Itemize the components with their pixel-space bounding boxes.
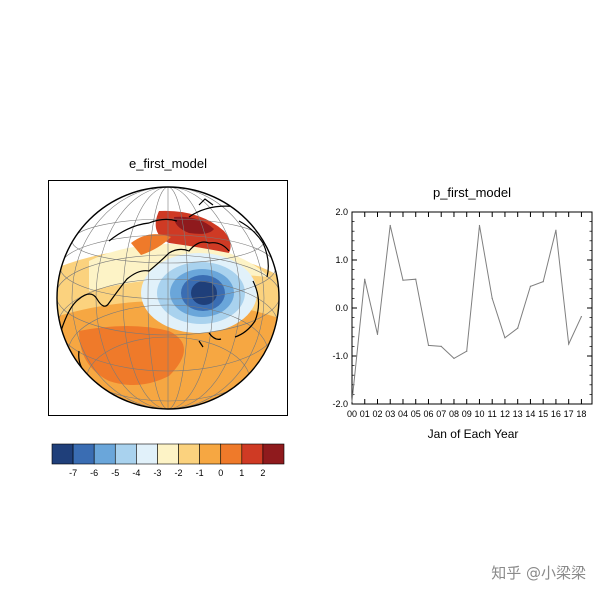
x-tick-label: 01 <box>360 409 370 419</box>
data-point <box>402 279 404 281</box>
colorbar-swatch <box>93 443 116 465</box>
x-tick-label: 05 <box>411 409 421 419</box>
colorbar-swatch <box>178 443 200 465</box>
x-tick-label: 02 <box>372 409 382 419</box>
data-point <box>376 333 379 335</box>
y-tick-label: 1.0 <box>335 255 348 265</box>
colorbar-swatch <box>136 443 158 465</box>
data-point <box>517 327 519 329</box>
colorbar-swatch <box>114 443 137 465</box>
colorbar-swatch <box>262 443 285 465</box>
globe-fill-layer <box>57 187 279 409</box>
map-title: e_first_model <box>128 156 208 171</box>
data-point <box>415 278 417 280</box>
data-point <box>504 337 506 339</box>
x-tick-label: 00 <box>347 409 357 419</box>
data-point <box>466 350 468 352</box>
y-tick-label: 2.0 <box>335 207 348 217</box>
colorbar-swatch <box>199 443 222 465</box>
x-axis-label: Jan of Each Year <box>428 427 519 441</box>
x-tick-label: 13 <box>513 409 523 419</box>
data-point <box>351 401 353 403</box>
x-tick-label: 15 <box>538 409 548 419</box>
colorbar-swatch <box>241 443 264 465</box>
colorbar-swatch <box>220 443 243 465</box>
colorbar-tick-label: 2 <box>260 468 265 478</box>
data-point <box>440 345 442 347</box>
series-line <box>351 225 582 402</box>
colorbar-tick-label: -2 <box>175 468 183 478</box>
x-tick-label: 03 <box>385 409 395 419</box>
data-point <box>542 281 544 283</box>
colorbar-swatch <box>157 443 179 465</box>
x-tick-label: 04 <box>398 409 408 419</box>
data-point <box>453 357 455 359</box>
data-point <box>555 229 557 231</box>
data-point <box>529 285 532 287</box>
y-tick-label: -2.0 <box>332 399 348 409</box>
x-tick-label: 17 <box>564 409 574 419</box>
x-tick-label: 11 <box>488 409 497 419</box>
colorbar-tick-label: 0 <box>218 468 223 478</box>
data-point <box>389 224 391 227</box>
x-tick-label: 14 <box>525 409 535 419</box>
data-point <box>491 297 493 299</box>
colorbar-tick-label: -5 <box>111 468 119 478</box>
plot-frame <box>351 211 593 405</box>
x-tick-label: 10 <box>474 409 484 419</box>
dark-orange-anomaly-region <box>79 326 184 385</box>
data-point <box>580 316 583 318</box>
x-tick-label: 16 <box>551 409 561 419</box>
colorbar-swatch <box>51 443 74 465</box>
x-tick-label: 08 <box>449 409 459 419</box>
colorbar-tick-label: 1 <box>239 468 244 478</box>
orange-north-region <box>131 234 171 255</box>
data-point <box>478 224 481 227</box>
data-point <box>427 344 430 347</box>
y-tick-label: -1.0 <box>332 351 348 361</box>
watermark: 知乎 @小梁梁 <box>491 564 586 582</box>
x-tick-label: 07 <box>436 409 446 419</box>
globe-outline <box>56 186 280 410</box>
globe-map-panel <box>48 180 288 416</box>
x-tick-label: 06 <box>423 409 433 419</box>
line-chart-title: p_first_model <box>432 185 512 200</box>
colorbar-tick-label: -3 <box>153 468 161 478</box>
y-tick-label: 0.0 <box>335 303 348 313</box>
colorbar-tick-label: -6 <box>90 468 98 478</box>
x-tick-label: 09 <box>462 409 472 419</box>
colorbar-tick-label: -4 <box>132 468 140 478</box>
colorbar-tick-label: -1 <box>196 468 204 478</box>
data-point <box>568 343 570 345</box>
colorbar-tick-label: -7 <box>69 468 77 478</box>
globe-map <box>56 186 280 410</box>
x-tick-label: 12 <box>500 409 510 419</box>
anomaly-contour-minus-7 <box>191 281 217 305</box>
colorbar-swatch <box>72 443 95 465</box>
data-point <box>364 278 366 280</box>
x-tick-label: 18 <box>576 409 586 419</box>
